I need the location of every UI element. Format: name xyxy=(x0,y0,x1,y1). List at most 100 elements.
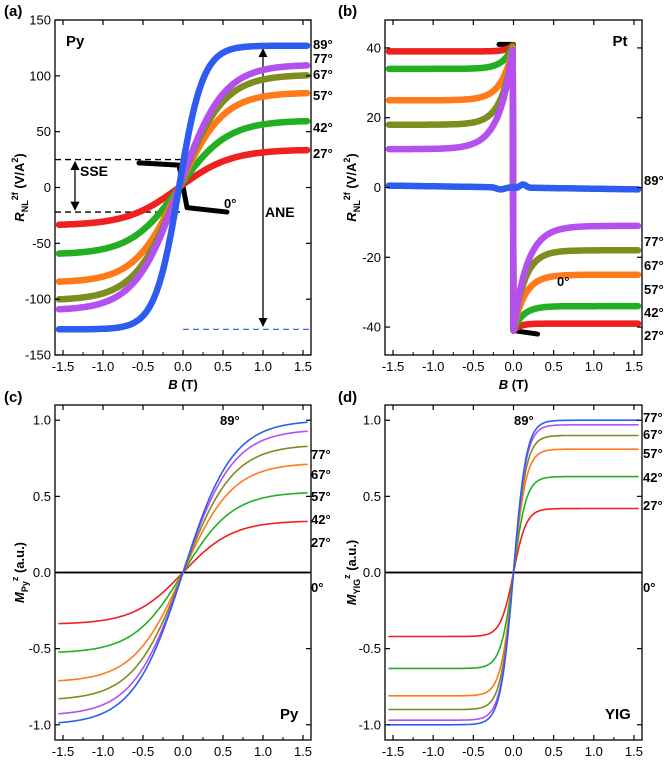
series-label-77: 77° xyxy=(313,51,333,66)
series-label-67: 67° xyxy=(313,67,333,82)
y-tick-label: 0.5 xyxy=(363,489,381,504)
series-label-42: 42° xyxy=(313,120,333,135)
y-axis-superscript: 2f xyxy=(10,191,20,200)
x-tick-label: -1.0 xyxy=(92,359,114,374)
curves xyxy=(55,42,311,333)
x-axis-label: B (T) xyxy=(499,377,529,392)
y-axis-symbol: R xyxy=(344,212,359,222)
y-axis-unit-superscript: 2 xyxy=(342,158,352,163)
x-tick-label: 0.0 xyxy=(504,744,522,759)
series-line-89 xyxy=(55,42,311,333)
y-axis-symbol: M xyxy=(344,593,359,605)
y-tick-label: 100 xyxy=(29,68,51,83)
y-axis-subscript: YIG xyxy=(352,579,362,595)
series-label-77: 77° xyxy=(644,234,664,249)
series-label-57: 57° xyxy=(313,88,333,103)
y-tick-label: -20 xyxy=(362,250,381,265)
series-label-27: 27° xyxy=(644,328,664,343)
y-axis-subscript: Py xyxy=(20,581,30,592)
y-tick-label: 0 xyxy=(44,180,51,195)
y-tick-label: 50 xyxy=(37,124,51,139)
y-axis-superscript: z xyxy=(10,576,20,581)
series-line-77 xyxy=(385,46,642,334)
x-tick-label: 1.0 xyxy=(254,744,272,759)
x-tick-label: -1.5 xyxy=(382,744,404,759)
curves xyxy=(58,421,308,724)
y-axis-superscript: z xyxy=(342,574,352,579)
y-tick-label: -40 xyxy=(362,320,381,335)
panel-letter: (c) xyxy=(4,389,22,406)
series-label-42: 42° xyxy=(311,512,331,527)
panel-c: (c)-1.5 -1.0 -0.5 0.0 0.5 1.0 1.51.00.50.0-0.5… xyxy=(4,389,331,759)
x-axis-label: B (T) xyxy=(168,377,198,392)
y-tick-label: 0.5 xyxy=(33,489,51,504)
x-axis-unit: (T) xyxy=(178,377,198,392)
y-axis-label: RNL2f (V/A2) xyxy=(10,153,30,221)
series-label-89: 89° xyxy=(313,37,333,52)
y-tick-label: 0 xyxy=(374,180,381,195)
y-axis-symbol: R xyxy=(12,212,27,222)
y-tick-label: -1.0 xyxy=(29,717,51,732)
series-label-42: 42° xyxy=(644,305,664,320)
sample-label: YIG xyxy=(605,706,631,723)
y-tick-label: 0.0 xyxy=(363,565,381,580)
x-tick-label: 1.5 xyxy=(294,359,312,374)
y-axis-unit-close: ) xyxy=(344,153,359,157)
y-tick-label: -0.5 xyxy=(359,641,381,656)
x-tick-label: -1.5 xyxy=(52,359,74,374)
series-label-27: 27° xyxy=(311,535,331,550)
x-tick-label: 1.5 xyxy=(625,744,643,759)
panel-b: (b) -1.5 -1.0 -0.5 0.0 0.5 1.0 1.5 40 20 0 -20 -40 B … xyxy=(338,3,664,392)
series-line-89 xyxy=(58,421,308,724)
x-tick-label: 1.0 xyxy=(585,744,603,759)
curves xyxy=(388,419,639,726)
series-label-67: 67° xyxy=(643,427,663,442)
x-tick-label: 0.0 xyxy=(174,744,192,759)
panel-letter: (d) xyxy=(338,389,357,406)
x-tick-label: 1.0 xyxy=(254,359,272,374)
x-tick-label: -0.5 xyxy=(462,744,484,759)
y-tick-label: 40 xyxy=(367,40,381,55)
series-label-0: 0° xyxy=(224,196,236,211)
series-line-89 xyxy=(385,181,642,193)
panel-letter: (a) xyxy=(4,3,22,20)
x-tick-label: 1.0 xyxy=(585,359,603,374)
y-axis-unit: (a.u.) xyxy=(344,540,359,575)
y-tick-label: 1.0 xyxy=(33,413,51,428)
y-tick-label: 20 xyxy=(367,110,381,125)
y-tick-label: 1.0 xyxy=(363,413,381,428)
y-axis-unit-superscript: 2 xyxy=(10,158,20,163)
y-tick-label: -100 xyxy=(25,292,51,307)
series-label-27: 27° xyxy=(313,146,333,161)
y-tick-label: -0.5 xyxy=(29,641,51,656)
series-label-67: 67° xyxy=(311,467,331,482)
series-label-77: 77° xyxy=(643,410,663,425)
panel-d: (d) -1.5 -1.0 -0.5 0.0 0.5 1.0 1.5 1.0 0.5 0.0 -0.5… xyxy=(338,389,663,759)
y-tick-label: -50 xyxy=(32,236,51,251)
x-tick-label: -0.5 xyxy=(132,359,154,374)
series-line-89 xyxy=(388,419,639,726)
series-label-57: 57° xyxy=(643,446,663,461)
sample-label: Py xyxy=(66,33,85,50)
x-tick-label: 1.5 xyxy=(625,359,643,374)
x-tick-label: 0.0 xyxy=(174,359,192,374)
series-line-42 xyxy=(55,117,311,257)
x-tick-label: 0.5 xyxy=(545,744,563,759)
x-tick-label: 0.5 xyxy=(214,359,232,374)
x-tick-label: -1.5 xyxy=(52,744,74,759)
y-axis-unit: (V/A xyxy=(12,162,27,192)
x-tick-label: -1.0 xyxy=(92,744,114,759)
y-tick-label: -150 xyxy=(25,348,51,363)
y-tick-label: -1.0 xyxy=(359,717,381,732)
series-label-57: 57° xyxy=(311,489,331,504)
series-label-67: 67° xyxy=(644,258,664,273)
x-tick-label: -0.5 xyxy=(462,359,484,374)
series-label-57: 57° xyxy=(644,282,664,297)
x-tick-label: -0.5 xyxy=(132,744,154,759)
series-label-27: 27° xyxy=(643,498,663,513)
sample-label: Py xyxy=(280,706,299,723)
series-label-89: 89° xyxy=(514,413,534,428)
series-label-0: 0° xyxy=(557,274,569,289)
y-axis-subscript: NL xyxy=(20,200,30,212)
